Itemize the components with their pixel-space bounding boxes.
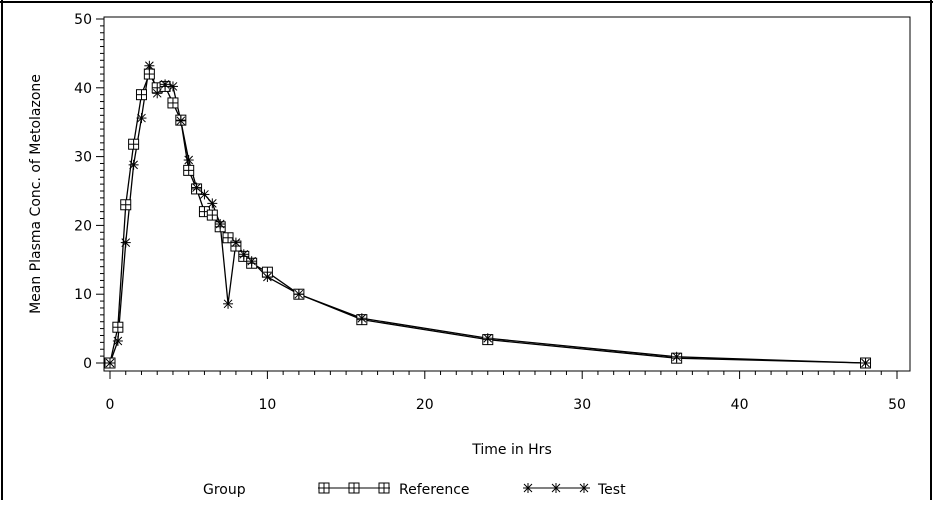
x-tick-label: 20 <box>416 397 434 413</box>
legend-title: Group <box>203 482 246 498</box>
data-point-test <box>167 81 178 92</box>
data-point-reference <box>135 89 147 101</box>
data-point-test <box>128 159 139 170</box>
x-tick-label: 0 <box>106 397 115 413</box>
x-axis-label: Time in Hrs <box>471 442 552 458</box>
point-marker-d2 <box>129 160 138 170</box>
legend-test-marker-d2 <box>523 483 533 493</box>
point-marker-d2 <box>483 333 493 343</box>
data-point-test <box>152 88 163 99</box>
point-marker-d2 <box>239 249 249 259</box>
data-point-test <box>191 182 202 193</box>
data-point-reference <box>206 209 218 221</box>
point-marker-d2 <box>357 313 367 323</box>
data-point-reference <box>112 321 124 333</box>
data-point-test <box>120 237 131 248</box>
data-point-test <box>215 219 226 230</box>
y-tick-label: 20 <box>74 218 92 234</box>
series-line-test <box>109 65 866 364</box>
series-lines-group <box>109 65 866 364</box>
data-point-test <box>246 256 257 267</box>
y-tick-label: 30 <box>74 150 92 166</box>
data-point-test <box>482 333 493 344</box>
data-point-test <box>175 115 186 126</box>
data-point-test <box>136 113 147 124</box>
point-marker-d2 <box>121 238 131 247</box>
point-marker-d2 <box>105 358 115 368</box>
point-marker-d2 <box>137 113 146 123</box>
point-marker-d2 <box>861 358 870 368</box>
data-point-reference <box>120 199 132 211</box>
point-marker-d2 <box>231 238 241 247</box>
point-marker-d2 <box>294 289 304 299</box>
data-point-test <box>105 358 115 368</box>
point-marker-d2 <box>215 219 225 229</box>
point-marker-d2 <box>168 82 178 91</box>
legend-test-label: Test <box>597 482 626 498</box>
point-marker-d2 <box>152 88 162 98</box>
data-point-reference <box>222 232 234 244</box>
legend-reference-swatch <box>318 482 390 494</box>
y-tick-label: 10 <box>74 287 92 303</box>
point-marker-d2 <box>223 299 233 309</box>
data-point-test <box>223 298 234 309</box>
series-line-reference <box>109 72 866 364</box>
data-point-test <box>860 358 871 368</box>
data-point-test <box>262 272 273 282</box>
data-point-reference <box>167 97 179 109</box>
legend-test-marker-d2 <box>551 483 561 493</box>
x-tick-label: 40 <box>731 397 749 413</box>
x-tick-label: 50 <box>888 397 906 413</box>
data-point-test <box>207 198 218 209</box>
point-marker-d2 <box>247 256 257 266</box>
data-point-test <box>293 289 304 300</box>
axes-group: 0 10 20 30 40 50 0 10 20 30 40 50 <box>74 12 906 413</box>
data-point-test <box>199 189 210 200</box>
legend-test-marker-d2 <box>579 483 589 493</box>
legend-test-swatch <box>523 483 590 493</box>
x-tick-label: 10 <box>258 397 276 413</box>
x-tick-label: 30 <box>573 397 591 413</box>
point-marker-d2 <box>207 199 217 208</box>
legend: Group Reference Test <box>203 482 626 498</box>
point-marker-d2 <box>672 352 681 362</box>
point-marker-d2 <box>160 80 170 89</box>
data-point-reference <box>128 138 140 150</box>
data-point-test <box>144 60 155 71</box>
point-marker-d2 <box>263 272 272 282</box>
plot-area <box>103 16 911 372</box>
data-point-test <box>671 351 682 362</box>
y-tick-label: 0 <box>83 356 92 372</box>
series-markers-group <box>104 60 872 369</box>
data-point-reference <box>183 164 195 176</box>
point-marker-d2 <box>176 116 186 126</box>
data-point-test <box>160 79 171 90</box>
point-marker-d2 <box>113 336 123 346</box>
data-point-test <box>112 335 123 346</box>
legend-reference-label: Reference <box>399 482 470 498</box>
point-marker-d2 <box>192 183 201 192</box>
y-tick-label: 40 <box>74 81 92 97</box>
data-point-test <box>183 155 194 166</box>
point-marker-d2 <box>200 190 209 199</box>
point-marker-d2 <box>184 155 194 165</box>
y-axis-label: Mean Plasma Conc. of Metolazone <box>28 74 44 314</box>
point-marker-d2 <box>144 61 154 71</box>
data-point-test <box>238 249 249 260</box>
y-tick-label: 50 <box>74 12 92 28</box>
data-point-test <box>356 313 367 324</box>
data-point-test <box>230 237 241 248</box>
